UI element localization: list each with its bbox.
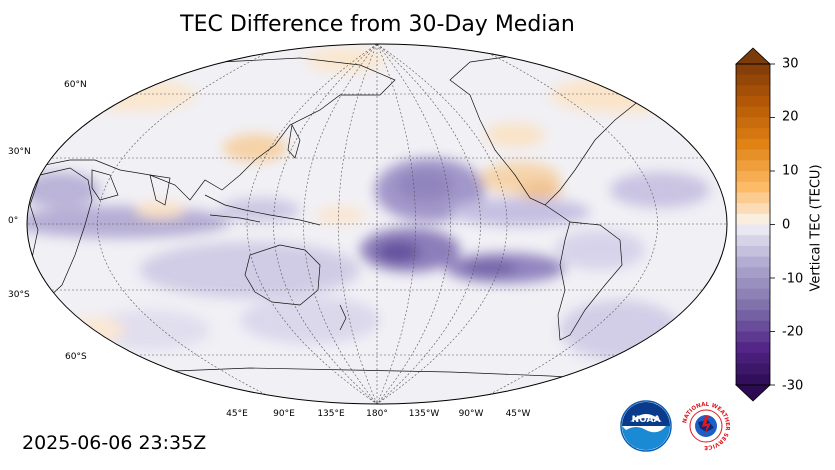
map-globe	[27, 44, 727, 404]
colorbar-band	[736, 181, 770, 193]
noaa-logo-text: NOAA	[632, 415, 661, 425]
colorbar	[734, 47, 775, 402]
lat-label-30n: 30°N	[8, 147, 31, 157]
colorbar-band	[736, 128, 770, 140]
colorbar-band	[736, 331, 770, 343]
colorbar-band	[736, 138, 770, 151]
lon-label-45w: 45°W	[505, 409, 531, 419]
lat-label-30s: 30°S	[8, 290, 30, 300]
colorbar-tick-label: 30	[782, 56, 799, 72]
colorbar-tick-label: 0	[782, 217, 791, 233]
colorbar-band	[736, 192, 770, 204]
colorbar-band	[736, 96, 770, 108]
colorbar-band	[736, 299, 770, 311]
colorbar-band	[736, 203, 770, 215]
lat-label-60s: 60°S	[65, 352, 87, 362]
colorbar-band	[736, 245, 770, 258]
lat-label-60n: 60°N	[64, 80, 87, 90]
colorbar-band	[736, 171, 770, 183]
colorbar-band	[736, 374, 770, 386]
colorbar-band	[736, 149, 770, 161]
colorbar-band	[736, 224, 770, 236]
lon-label-180: 180°	[366, 409, 388, 419]
colorbar-band	[736, 213, 770, 225]
colorbar-band	[736, 74, 770, 86]
colorbar-tick-label: -30	[782, 378, 804, 394]
colorbar-band	[736, 267, 770, 279]
lon-label-135w: 135°W	[408, 409, 440, 419]
lat-label-0: 0°	[8, 216, 19, 226]
colorbar-band	[736, 352, 770, 365]
colorbar-band	[736, 256, 770, 268]
nws-logo: NATIONAL WEATHER SERVICE	[682, 402, 730, 450]
map-border	[26, 43, 728, 405]
lon-label-90w: 90°W	[458, 409, 484, 419]
colorbar-band	[736, 363, 770, 375]
colorbar-band	[736, 85, 770, 97]
map-title: TEC Difference from 30-Day Median	[180, 12, 575, 37]
colorbar-label: Vertical TEC (TECU)	[808, 164, 824, 292]
colorbar-tick-label: 10	[782, 163, 799, 179]
colorbar-band	[736, 106, 770, 118]
lon-label-45e: 45°E	[226, 409, 248, 419]
colorbar-band	[736, 288, 770, 300]
lon-label-135e: 135°E	[317, 409, 345, 419]
colorbar-band	[736, 310, 770, 322]
colorbar-band	[736, 278, 770, 290]
colorbar-band	[736, 160, 770, 172]
colorbar-band	[736, 320, 770, 332]
colorbar-tick-label: 20	[782, 109, 799, 125]
colorbar-tick-label: -10	[782, 271, 804, 287]
colorbar-band	[736, 235, 770, 247]
colorbar-tick-label: -20	[782, 324, 804, 340]
timestamp: 2025-06-06 23:35Z	[22, 432, 207, 454]
colorbar-band	[736, 64, 770, 76]
colorbar-band	[736, 342, 770, 354]
noaa-logo: NOAA	[620, 400, 672, 452]
lon-label-90e: 90°E	[273, 409, 295, 419]
colorbar-band	[736, 117, 770, 129]
